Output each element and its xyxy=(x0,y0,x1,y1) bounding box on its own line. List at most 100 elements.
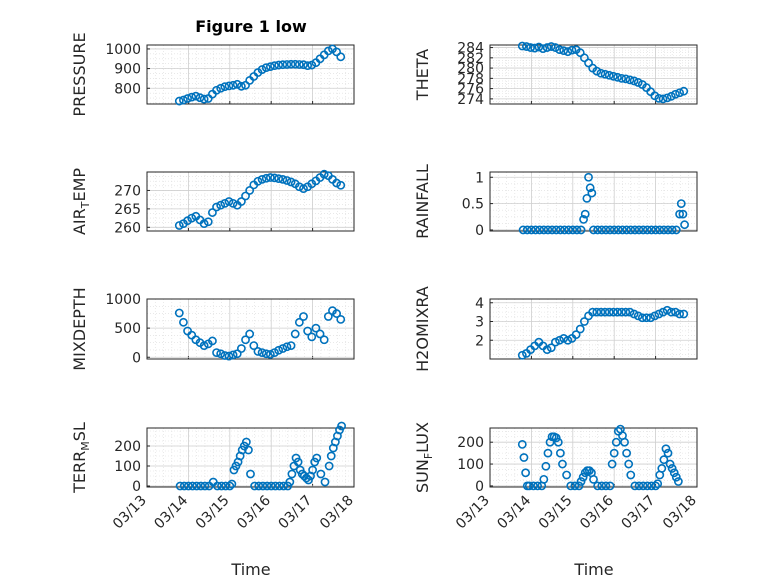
data-point xyxy=(227,479,237,489)
data-point xyxy=(621,307,631,317)
data-point xyxy=(299,312,308,321)
data-point xyxy=(589,225,598,235)
data-point xyxy=(179,317,188,327)
data-point xyxy=(574,481,584,491)
data-point xyxy=(634,481,644,491)
data-point xyxy=(517,439,527,449)
data-point xyxy=(666,91,676,101)
data-point xyxy=(568,225,578,235)
data-point xyxy=(216,83,226,93)
y-tick-label: 0 xyxy=(132,479,141,495)
y-tick-label: 900 xyxy=(114,62,141,78)
data-point xyxy=(270,481,280,491)
data-point xyxy=(584,58,593,68)
y-tick-label: 1000 xyxy=(105,42,141,58)
data-point xyxy=(575,48,585,58)
data-point xyxy=(174,221,184,230)
data-point xyxy=(576,477,586,486)
data-point xyxy=(609,448,619,458)
y-tick-label: 200 xyxy=(457,435,484,451)
data-point xyxy=(622,448,632,458)
data-point xyxy=(563,47,573,57)
y-axis-label: AIRTEMP xyxy=(70,168,92,235)
data-point xyxy=(518,225,528,235)
data-point xyxy=(570,481,580,491)
data-point xyxy=(629,309,639,319)
axes-box xyxy=(146,298,355,360)
data-point xyxy=(246,469,255,479)
data-point xyxy=(559,46,569,56)
data-point xyxy=(613,72,622,82)
data-point xyxy=(579,317,589,326)
x-tick-label: 03/13 xyxy=(453,493,493,533)
data-point xyxy=(675,209,685,219)
data-point xyxy=(303,61,313,71)
data-point xyxy=(195,93,205,103)
y-axis-label-text: TERR xyxy=(70,451,89,494)
data-point xyxy=(529,481,538,491)
data-point xyxy=(286,59,296,69)
x-tick-label: 03/14 xyxy=(151,492,191,532)
data-point xyxy=(633,311,643,321)
data-point xyxy=(293,457,303,467)
data-point xyxy=(535,225,545,235)
plot-area xyxy=(147,299,354,359)
data-point xyxy=(183,94,192,103)
data-point xyxy=(228,350,238,360)
data-point xyxy=(531,225,540,235)
data-point xyxy=(545,437,555,447)
y-axis-label-text: THETA xyxy=(413,49,432,101)
data-point xyxy=(607,459,617,469)
data-point xyxy=(299,60,308,70)
x-axis-label-right: Time xyxy=(573,560,613,579)
y-axis-label: SUNFLUX xyxy=(413,422,435,493)
data-point xyxy=(217,481,226,491)
data-point xyxy=(323,46,333,56)
data-point xyxy=(203,217,213,227)
data-point xyxy=(611,437,621,447)
y-tick-label: 100 xyxy=(114,459,141,475)
data-point xyxy=(282,176,292,185)
data-point xyxy=(228,198,238,208)
data-point xyxy=(597,225,607,235)
data-point xyxy=(551,225,561,235)
data-point xyxy=(669,468,679,478)
data-point xyxy=(585,183,595,193)
y-axis-label-subscript: F xyxy=(422,453,435,459)
subplot-rainfall: 0 0.5 1 RAINFALL xyxy=(413,164,698,239)
data-point xyxy=(265,349,275,359)
data-point xyxy=(553,437,563,447)
data-point xyxy=(551,433,561,443)
y-axis-label-text: AIR xyxy=(70,208,89,235)
data-point xyxy=(625,75,635,85)
axes-box xyxy=(489,44,698,105)
data-point xyxy=(285,477,295,487)
data-point xyxy=(301,473,311,483)
data-point xyxy=(275,481,284,491)
subplot-h2omixra: 2 3 4 H2OMIXRA xyxy=(413,286,698,372)
y-axis-label-subscript: T xyxy=(79,201,92,209)
y-tick-label: 276 xyxy=(457,82,484,98)
y-tick-label: 800 xyxy=(114,81,141,97)
data-point xyxy=(563,335,573,345)
y-tick-label: 265 xyxy=(114,202,141,218)
data-point xyxy=(555,335,564,345)
data-point xyxy=(651,225,660,235)
data-point xyxy=(542,345,552,355)
y-axis-label: H2OMIXRA xyxy=(413,286,432,372)
data-point xyxy=(584,466,594,476)
data-point xyxy=(312,453,322,463)
data-point xyxy=(319,335,329,345)
data-point xyxy=(261,173,271,183)
data-point xyxy=(216,349,226,359)
data-point xyxy=(308,465,317,475)
data-point xyxy=(555,448,565,458)
data-point xyxy=(530,43,540,53)
data-point xyxy=(519,453,529,462)
data-point xyxy=(662,305,672,315)
data-point xyxy=(232,79,242,89)
data-point xyxy=(279,481,289,491)
data-point xyxy=(665,459,675,469)
